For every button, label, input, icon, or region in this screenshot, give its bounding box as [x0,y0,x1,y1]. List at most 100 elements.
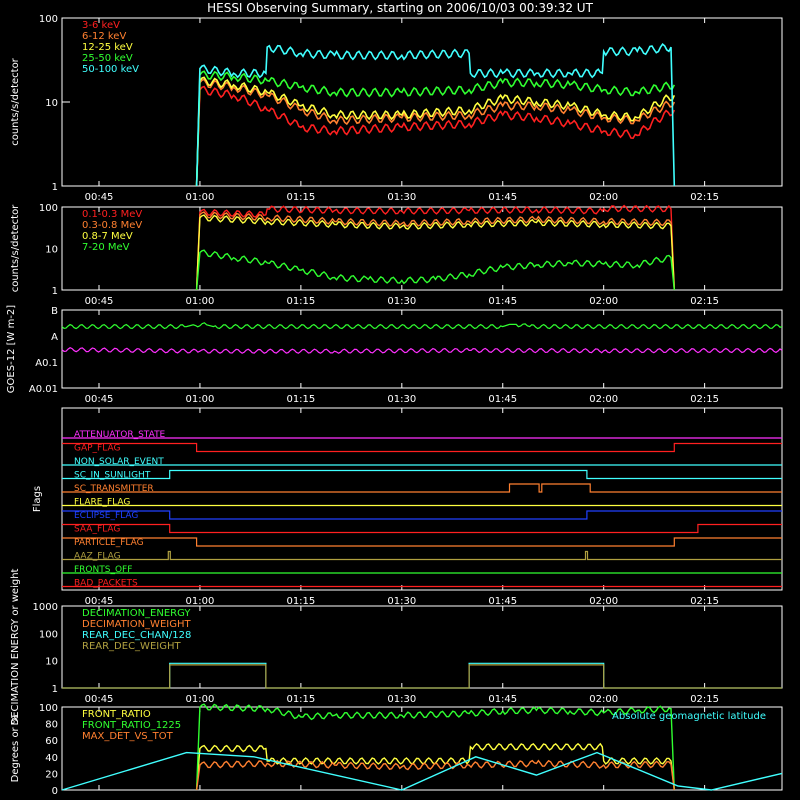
flag-line [62,550,782,561]
x-tick-label: 01:30 [387,296,416,307]
panels: 00:45 01:00 01:15 01:30 01:45 02:00 02:1511010… [6,14,783,797]
x-tick-label: 01:00 [186,394,215,405]
flag-label: ATTENUATOR_STATE [74,430,166,440]
x-tick-label: 01:30 [387,694,416,705]
legend-entry: 3-6 keV [82,20,120,31]
x-tick-label: 02:00 [589,596,618,607]
x-tick-label: 00:45 [85,394,114,405]
series-line [195,214,675,291]
x-tick-label: 00:45 [85,192,114,203]
x-tick-label: 02:00 [589,192,618,203]
x-tick-label: 02:15 [690,596,719,607]
y-axis-label: Degrees or % [10,715,21,783]
y-axis-label: counts/s/detector [10,204,21,292]
y-tick-label: 100 [39,14,58,25]
x-tick-label: 01:45 [488,596,517,607]
y-tick-label: 1 [52,684,58,695]
flag-label: AAZ_FLAG [74,552,121,562]
x-tick-label: 01:30 [387,192,416,203]
x-tick-label: 02:00 [589,296,618,307]
legend-entry: FRONT_RATIO_1225 [82,720,181,731]
x-tick-label: 01:00 [186,596,215,607]
y-tick-label: 1000 [33,602,58,613]
x-tick-label: 02:15 [690,694,719,705]
flag-label: PARTICLE_FLAG [74,538,144,548]
y-axis-label: GOES-12 [W m-2] [6,305,17,393]
legend-entry: 0.3-0.8 MeV [82,220,142,231]
flag-label: SC_IN_SUNLIGHT [74,471,151,481]
x-tick-label: 01:00 [186,694,215,705]
y-tick-label: 100 [39,203,58,214]
x-tick-label: 01:45 [488,694,517,705]
legend-entry: MAX_DET_VS_TOT [82,731,174,742]
x-tick-label: 01:15 [286,694,315,705]
flag-label: NON_SOLAR_EVENT [74,457,164,467]
series-line [195,249,675,291]
plot-title: HESSI Observing Summary, starting on 200… [207,1,593,15]
x-tick-label: 01:15 [286,596,315,607]
series-line [61,751,783,791]
series-line [195,78,676,187]
flag-label: FRONTS_OFF [74,565,132,575]
legend-entry: DECIMATION_WEIGHT [82,619,191,630]
legend-entry: DECIMATION_ENERGY [82,608,191,619]
y-tick-label: 1 [52,286,58,297]
y-tick-label: B [51,306,58,317]
series-line [195,211,675,291]
x-tick-label: 01:45 [488,296,517,307]
x-tick-label: 01:45 [488,394,517,405]
x-tick-label: 02:00 [589,394,618,405]
legend-entry: 25-50 keV [82,53,133,64]
y-tick-label: 20 [45,769,58,780]
panel-mev-rates-frame [61,206,783,291]
y-tick-label: 10 [45,657,58,668]
y-tick-label: 60 [45,736,58,747]
legend-entry: REAR_DEC_CHAN/128 [82,630,191,641]
flag-line [62,537,782,547]
x-tick-label: 01:30 [387,596,416,607]
legend-entry: FRONT_RATIO [82,709,151,720]
panel-goes-frame [61,309,783,389]
x-tick-label: 01:15 [286,192,315,203]
series-line [195,759,675,791]
x-tick-label: 02:00 [589,694,618,705]
series-line [195,85,676,187]
x-tick-label: 00:45 [85,596,114,607]
y-tick-label: 100 [39,703,58,714]
series-line [62,664,782,689]
legend-entry: 7-20 MeV [82,242,130,253]
flag-line [62,469,782,480]
flag-label: BAD_PACKETS [74,579,138,589]
x-tick-label: 00:45 [85,694,114,705]
series-line [195,204,675,291]
x-tick-label: 02:15 [690,394,719,405]
y-tick-label: 80 [45,720,58,731]
series-line [195,76,676,187]
panel-ratios-frame [61,706,783,791]
y-tick-label: 40 [45,753,58,764]
series-line [61,322,783,330]
y-axis-label: counts/s/detector [10,57,21,145]
y-axis-label: Flags [32,486,43,512]
legend-entry: 12-25 keV [82,42,133,53]
x-tick-label: 01:00 [186,296,215,307]
flag-line [62,510,782,520]
legend-entry: 6-12 keV [82,31,126,42]
x-tick-label: 02:15 [690,296,719,307]
x-tick-label: 01:00 [186,192,215,203]
y-tick-label: A [51,332,58,343]
y-tick-label: A0.01 [29,384,58,395]
legend-entry: 50-100 keV [82,64,139,75]
legend-entry: 0.1-0.3 MeV [82,209,142,220]
y-tick-label: 1 [52,182,58,193]
x-tick-label: 01:15 [286,296,315,307]
flag-label: FLARE_FLAG [74,498,130,508]
series-line [61,347,783,354]
x-tick-label: 01:45 [488,192,517,203]
y-tick-label: 100 [39,629,58,640]
y-tick-label: A0.1 [35,358,58,369]
y-tick-label: 10 [45,245,58,256]
flag-line [62,523,782,534]
